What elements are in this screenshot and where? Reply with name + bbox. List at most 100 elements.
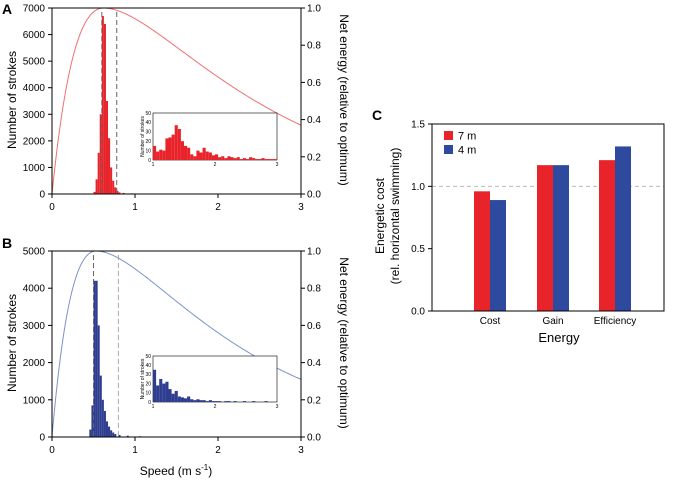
inset-y-tick-label: 40 (145, 120, 151, 126)
y-tick-label: 2000 (23, 358, 46, 369)
histogram-bar (118, 192, 121, 194)
panel-c-x-axis-label: Energy (538, 330, 580, 345)
inset-bar (205, 401, 209, 402)
inset-bar (227, 401, 231, 402)
y-tick-label: 0 (39, 433, 45, 444)
inset-bar (211, 401, 215, 402)
y-tick-label: 3000 (23, 110, 46, 121)
inset-bar (227, 156, 231, 160)
y-tick-label: 4000 (23, 83, 46, 94)
inset-x-tick-label: 1 (152, 162, 155, 168)
x-tick-label: 0 (49, 445, 55, 456)
inset-bar (193, 400, 197, 402)
panel-b-y-ticks: 0 1000 2000 3000 4000 5000 (23, 247, 52, 444)
inset-y-tick-label: 30 (145, 372, 151, 378)
inset-bar (159, 379, 163, 402)
inset-y-tick-label: 0 (148, 158, 151, 164)
y-tick-label: 5000 (23, 247, 46, 258)
histogram-bar (101, 399, 104, 437)
inset-bar (233, 401, 237, 402)
histogram-bar (103, 410, 106, 437)
y2-tick-label: 0.2 (307, 395, 321, 406)
inset-bar (202, 400, 206, 402)
y-tick-label: 3000 (23, 321, 46, 332)
panel-c-x-ticks: Cost Gain Efficiency (480, 316, 637, 327)
inset-y-tick-label: 50 (145, 354, 151, 360)
legend-swatch (444, 131, 453, 140)
bar-4m-gain (553, 165, 569, 311)
histogram-bar (114, 187, 117, 194)
category-label: Gain (542, 316, 563, 327)
category-label: Cost (480, 316, 501, 327)
inset-y-tick-label: 10 (145, 391, 151, 397)
histogram-bar (97, 152, 100, 194)
inset-bar (242, 401, 246, 402)
histogram-bar (110, 430, 113, 437)
panel-b-net-energy-curve (51, 250, 302, 438)
inset-bar (205, 151, 209, 160)
inset-bar (187, 147, 191, 160)
panel-c-y-ticks: 0.0 0.5 1.0 1.5 (411, 120, 432, 318)
y-tick-label: 1.0 (411, 182, 425, 193)
inset-y-tick-label: 20 (145, 139, 151, 145)
category-label: Efficiency (594, 316, 637, 327)
histogram-bar (95, 179, 98, 194)
histogram-bar (108, 426, 111, 437)
y-tick-label: 1000 (23, 163, 46, 174)
inset-y-tick-label: 0 (148, 400, 151, 406)
legend-label: 7 m (458, 131, 476, 143)
panel-a-label: A (2, 1, 12, 17)
inset-bar (252, 158, 256, 160)
inset-bar (174, 125, 178, 160)
panel-b-bars (89, 280, 187, 437)
inset-bar (258, 159, 262, 160)
inset-bar (208, 152, 212, 160)
panel-b-x-ticks: 0 1 2 3 (49, 437, 304, 456)
inset-bar (159, 149, 163, 160)
inset-bar (177, 396, 181, 402)
bar-7m-gain (537, 165, 553, 311)
inset-bar (156, 385, 160, 402)
y-tick-label: 7000 (23, 4, 46, 15)
panel-c: C 0.00.51.01.5 Cost Gain Efficiency 7 m4 m… (372, 107, 665, 345)
inset-bar (218, 401, 222, 402)
x-tick-label: 0 (49, 202, 55, 213)
inset-y-tick-label: 40 (145, 363, 151, 369)
inset-bar (196, 399, 200, 402)
x-tick-label: 2 (215, 445, 221, 456)
inset-bar (190, 154, 194, 160)
inset-bar (224, 401, 228, 402)
panel-c-legend: 7 m4 m (444, 131, 476, 157)
inset-bar (236, 157, 240, 160)
y2-tick-label: 0.4 (307, 358, 321, 369)
y2-tick-label: 0.6 (307, 78, 321, 89)
y-tick-label: 0 (39, 190, 45, 201)
y2-tick-label: 1.0 (307, 247, 321, 258)
inset-bar (162, 150, 166, 160)
y2-tick-label: 0.2 (307, 152, 321, 163)
x-tick-label: 3 (298, 202, 304, 213)
inset-bar (230, 157, 234, 160)
panel-a-bars (93, 15, 221, 195)
panel-c-label: C (372, 107, 382, 123)
inset-y-tick-label: 50 (145, 111, 151, 117)
y2-tick-label: 0.0 (307, 190, 321, 201)
histogram-bar (93, 191, 96, 194)
inset-y-tick-label: 30 (145, 130, 151, 136)
inset-bar (221, 156, 225, 160)
inset-bar (249, 157, 253, 160)
histogram-bar (105, 421, 109, 437)
histogram-bar (108, 138, 111, 194)
histogram-bar (118, 434, 121, 437)
inset-bar (168, 389, 172, 402)
inset-bar (153, 145, 157, 160)
panel-a-x-ticks: 0 1 2 3 (49, 194, 304, 213)
inset-bar (165, 381, 169, 402)
x-tick-label: 3 (298, 445, 304, 456)
y2-tick-label: 0.8 (307, 284, 321, 295)
histogram-bar (91, 405, 94, 437)
panel-c-bars (474, 146, 631, 311)
inset-bar (267, 159, 271, 160)
